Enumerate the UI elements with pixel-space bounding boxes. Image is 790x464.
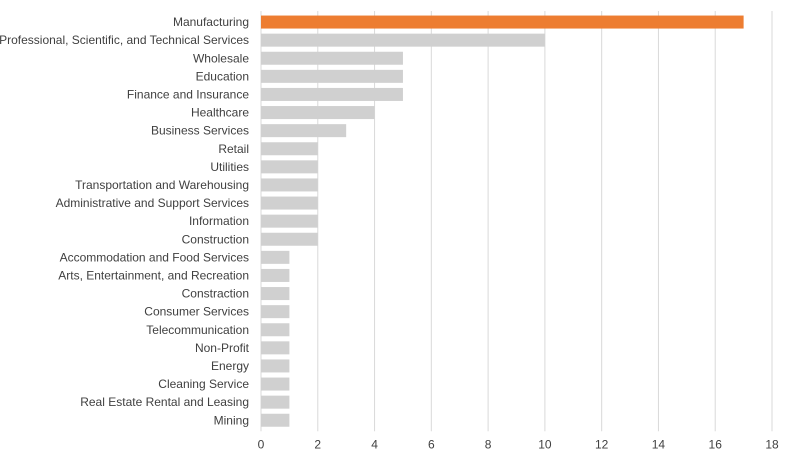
category-label: Cleaning Service xyxy=(158,377,249,391)
category-label: Retail xyxy=(218,142,249,156)
category-label: Finance and Insurance xyxy=(127,87,249,101)
category-label: Transportation and Warehousing xyxy=(75,178,249,192)
bar xyxy=(261,106,375,120)
bar xyxy=(261,305,290,319)
bar xyxy=(261,250,290,264)
x-tick-label: 8 xyxy=(485,437,492,451)
category-label: Manufacturing xyxy=(173,15,249,29)
x-tick-label: 2 xyxy=(314,437,321,451)
category-label: Administrative and Support Services xyxy=(56,196,249,210)
category-label: Healthcare xyxy=(191,106,249,120)
bar xyxy=(261,395,290,409)
category-label: Energy xyxy=(211,359,249,373)
bar xyxy=(261,178,318,192)
category-label: Non-Profit xyxy=(195,341,250,355)
bar xyxy=(261,287,290,301)
bar xyxy=(261,377,290,391)
category-label: Professional, Scientific, and Technical … xyxy=(0,33,249,47)
bar xyxy=(261,268,290,282)
category-label: Constraction xyxy=(182,287,249,301)
x-tick-label: 12 xyxy=(595,437,609,451)
bar xyxy=(261,232,318,246)
bar xyxy=(261,33,545,47)
x-tick-label: 16 xyxy=(709,437,723,451)
x-axis-tick-labels: 0 2 4 6 8 10 12 14 16 18 xyxy=(258,437,779,451)
category-label: Mining xyxy=(214,413,249,427)
category-label: Consumer Services xyxy=(144,305,249,319)
category-label: Construction xyxy=(182,232,249,246)
bar xyxy=(261,196,318,210)
bar xyxy=(261,214,318,228)
category-label: Information xyxy=(189,214,249,228)
category-labels: Manufacturing Professional, Scientific, a… xyxy=(0,15,250,427)
bar xyxy=(261,124,347,138)
category-label: Utilities xyxy=(210,160,249,174)
category-label: Business Services xyxy=(151,124,249,138)
bar xyxy=(261,87,403,101)
x-tick-label: 4 xyxy=(371,437,378,451)
category-label: Real Estate Rental and Leasing xyxy=(80,395,249,409)
x-tick-label: 14 xyxy=(652,437,666,451)
bar xyxy=(261,15,744,29)
category-label: Telecommunication xyxy=(146,323,249,337)
bar xyxy=(261,323,290,337)
bar xyxy=(261,142,318,156)
category-label: Arts, Entertainment, and Recreation xyxy=(58,268,249,282)
bars xyxy=(261,15,744,427)
category-label: Education xyxy=(196,69,249,83)
category-label: Accommodation and Food Services xyxy=(60,250,249,264)
bar xyxy=(261,413,290,427)
x-tick-label: 18 xyxy=(765,437,779,451)
bar xyxy=(261,359,290,373)
x-tick-label: 0 xyxy=(258,437,265,451)
bar xyxy=(261,341,290,355)
x-tick-label: 10 xyxy=(538,437,552,451)
category-label: Wholesale xyxy=(193,51,249,65)
bar xyxy=(261,69,403,83)
x-tick-label: 6 xyxy=(428,437,435,451)
bar xyxy=(261,51,403,65)
bar xyxy=(261,160,318,174)
